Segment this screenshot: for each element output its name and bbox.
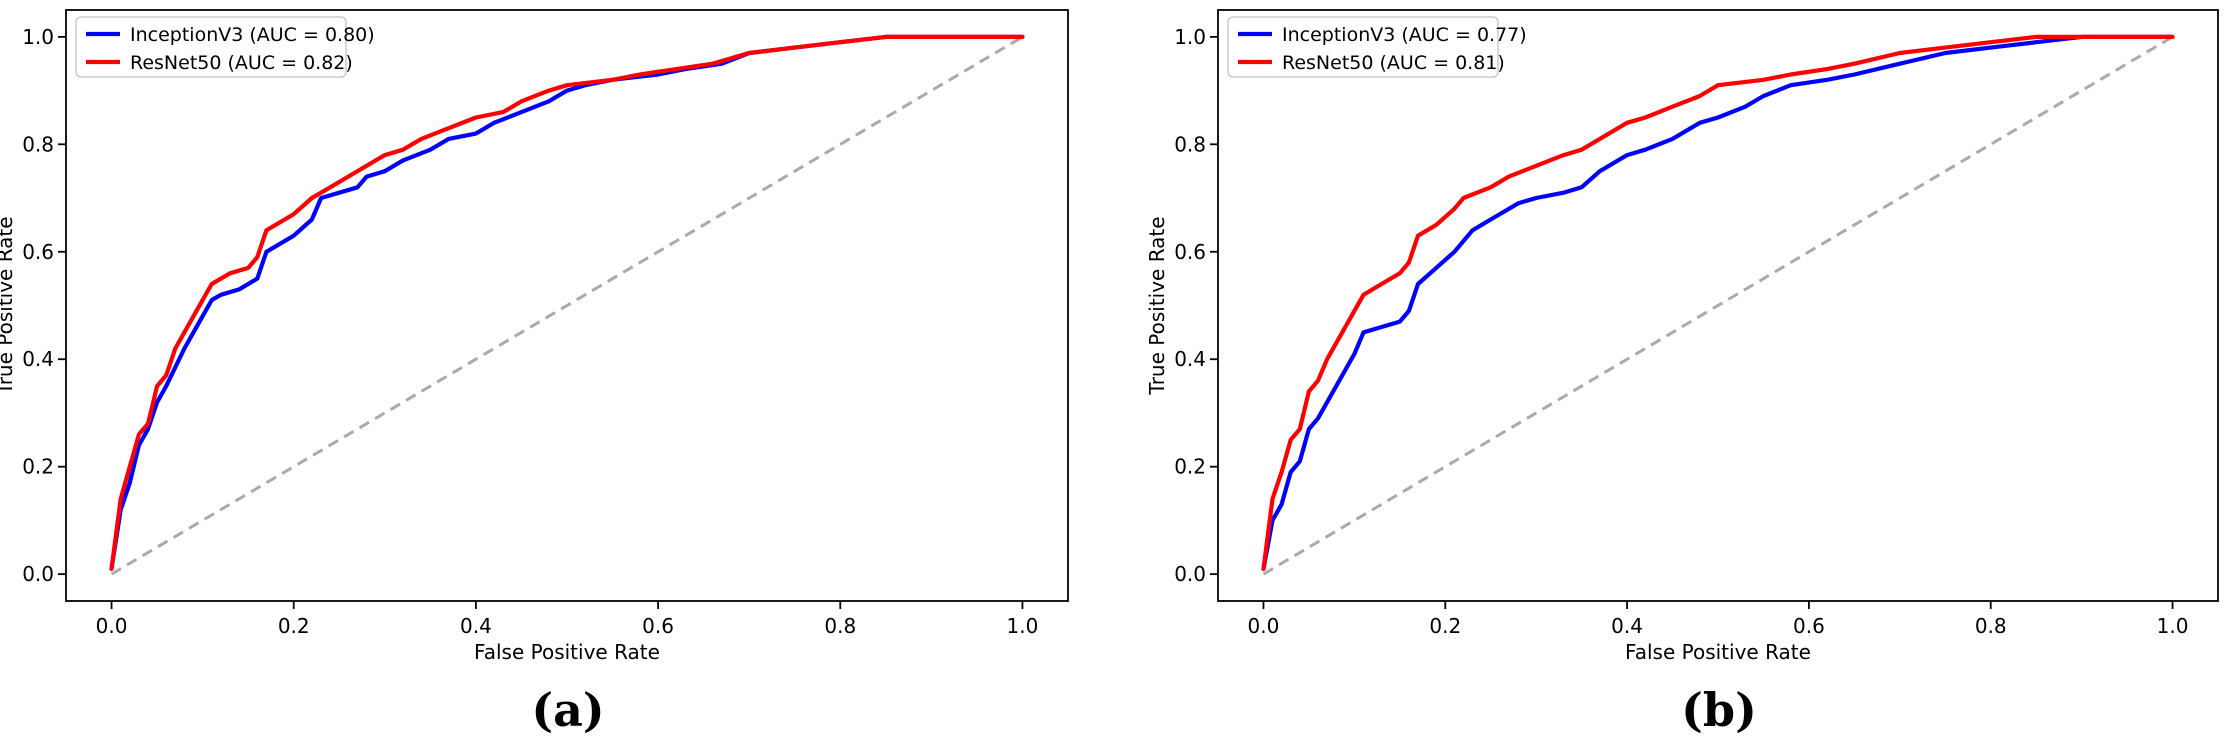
y-tick-label: 1.0 (1174, 25, 1206, 49)
y-tick-label: 1.0 (22, 25, 54, 49)
roc-panel-a: 0.0 0.2 0.4 0.6 0.8 1.0 0.0 0.2 0.4 0.6 0.8 1.0 Fals… (0, 9, 1069, 737)
chance-diagonal-line (1262, 35, 2174, 576)
legend-box (1227, 16, 1499, 78)
panel-label: (a) (531, 683, 604, 737)
y-tick-label: 0.0 (1174, 562, 1206, 586)
legend-label-resnet50: ResNet50 (AUC = 0.82) (130, 52, 353, 74)
x-tick-label: 0.2 (1429, 614, 1461, 638)
axes-frame (1217, 9, 2219, 602)
chance-diagonal-line (110, 35, 1024, 576)
y-tick-label: 0.4 (1174, 347, 1206, 371)
x-tick-label: 0.6 (1793, 614, 1825, 638)
legend-box (75, 16, 347, 78)
x-tick-label: 1.0 (2157, 614, 2189, 638)
series-line-inceptionv3 (1261, 34, 2175, 571)
x-axis-label: False Positive Rate (474, 640, 660, 664)
series-line-resnet50 (1261, 34, 2175, 571)
y-tick-label: 0.6 (1174, 240, 1206, 264)
y-tick-label: 0.2 (1174, 455, 1206, 479)
y-tick-label: 0.6 (22, 240, 54, 264)
legend-label-inceptionv3: InceptionV3 (AUC = 0.77) (1282, 24, 1527, 46)
x-tick-label: 1.0 (1007, 614, 1039, 638)
x-tick-label: 0.0 (1248, 614, 1280, 638)
x-tick-label: 0.2 (278, 614, 310, 638)
x-tick-label: 0.4 (460, 614, 492, 638)
y-tick-label: 0.8 (22, 132, 54, 156)
y-tick-label: 0.4 (22, 347, 54, 371)
y-tick-label: 0.8 (1174, 132, 1206, 156)
roc-panel-b: 0.0 0.2 0.4 0.6 0.8 1.0 0.0 0.2 0.4 0.6 0.8 1.0 Fals… (1145, 9, 2219, 737)
series-line-resnet50 (109, 34, 1025, 571)
series-line-inceptionv3 (109, 34, 1025, 571)
legend-label-inceptionv3: InceptionV3 (AUC = 0.80) (130, 24, 375, 46)
y-axis-label: True Positive Rate (1145, 216, 1169, 395)
y-tick-label: 0.0 (22, 562, 54, 586)
x-tick-label: 0.6 (642, 614, 674, 638)
y-tick-label: 0.2 (22, 455, 54, 479)
x-tick-label: 0.0 (96, 614, 128, 638)
axes-frame (65, 9, 1069, 602)
legend-label-resnet50: ResNet50 (AUC = 0.81) (1282, 52, 1505, 74)
x-tick-label: 0.8 (1975, 614, 2007, 638)
x-tick-label: 0.8 (824, 614, 856, 638)
x-axis-label: False Positive Rate (1625, 640, 1811, 664)
y-axis-label: True Positive Rate (0, 216, 17, 395)
x-tick-label: 0.4 (1611, 614, 1643, 638)
panel-label: (b) (1681, 683, 1757, 737)
